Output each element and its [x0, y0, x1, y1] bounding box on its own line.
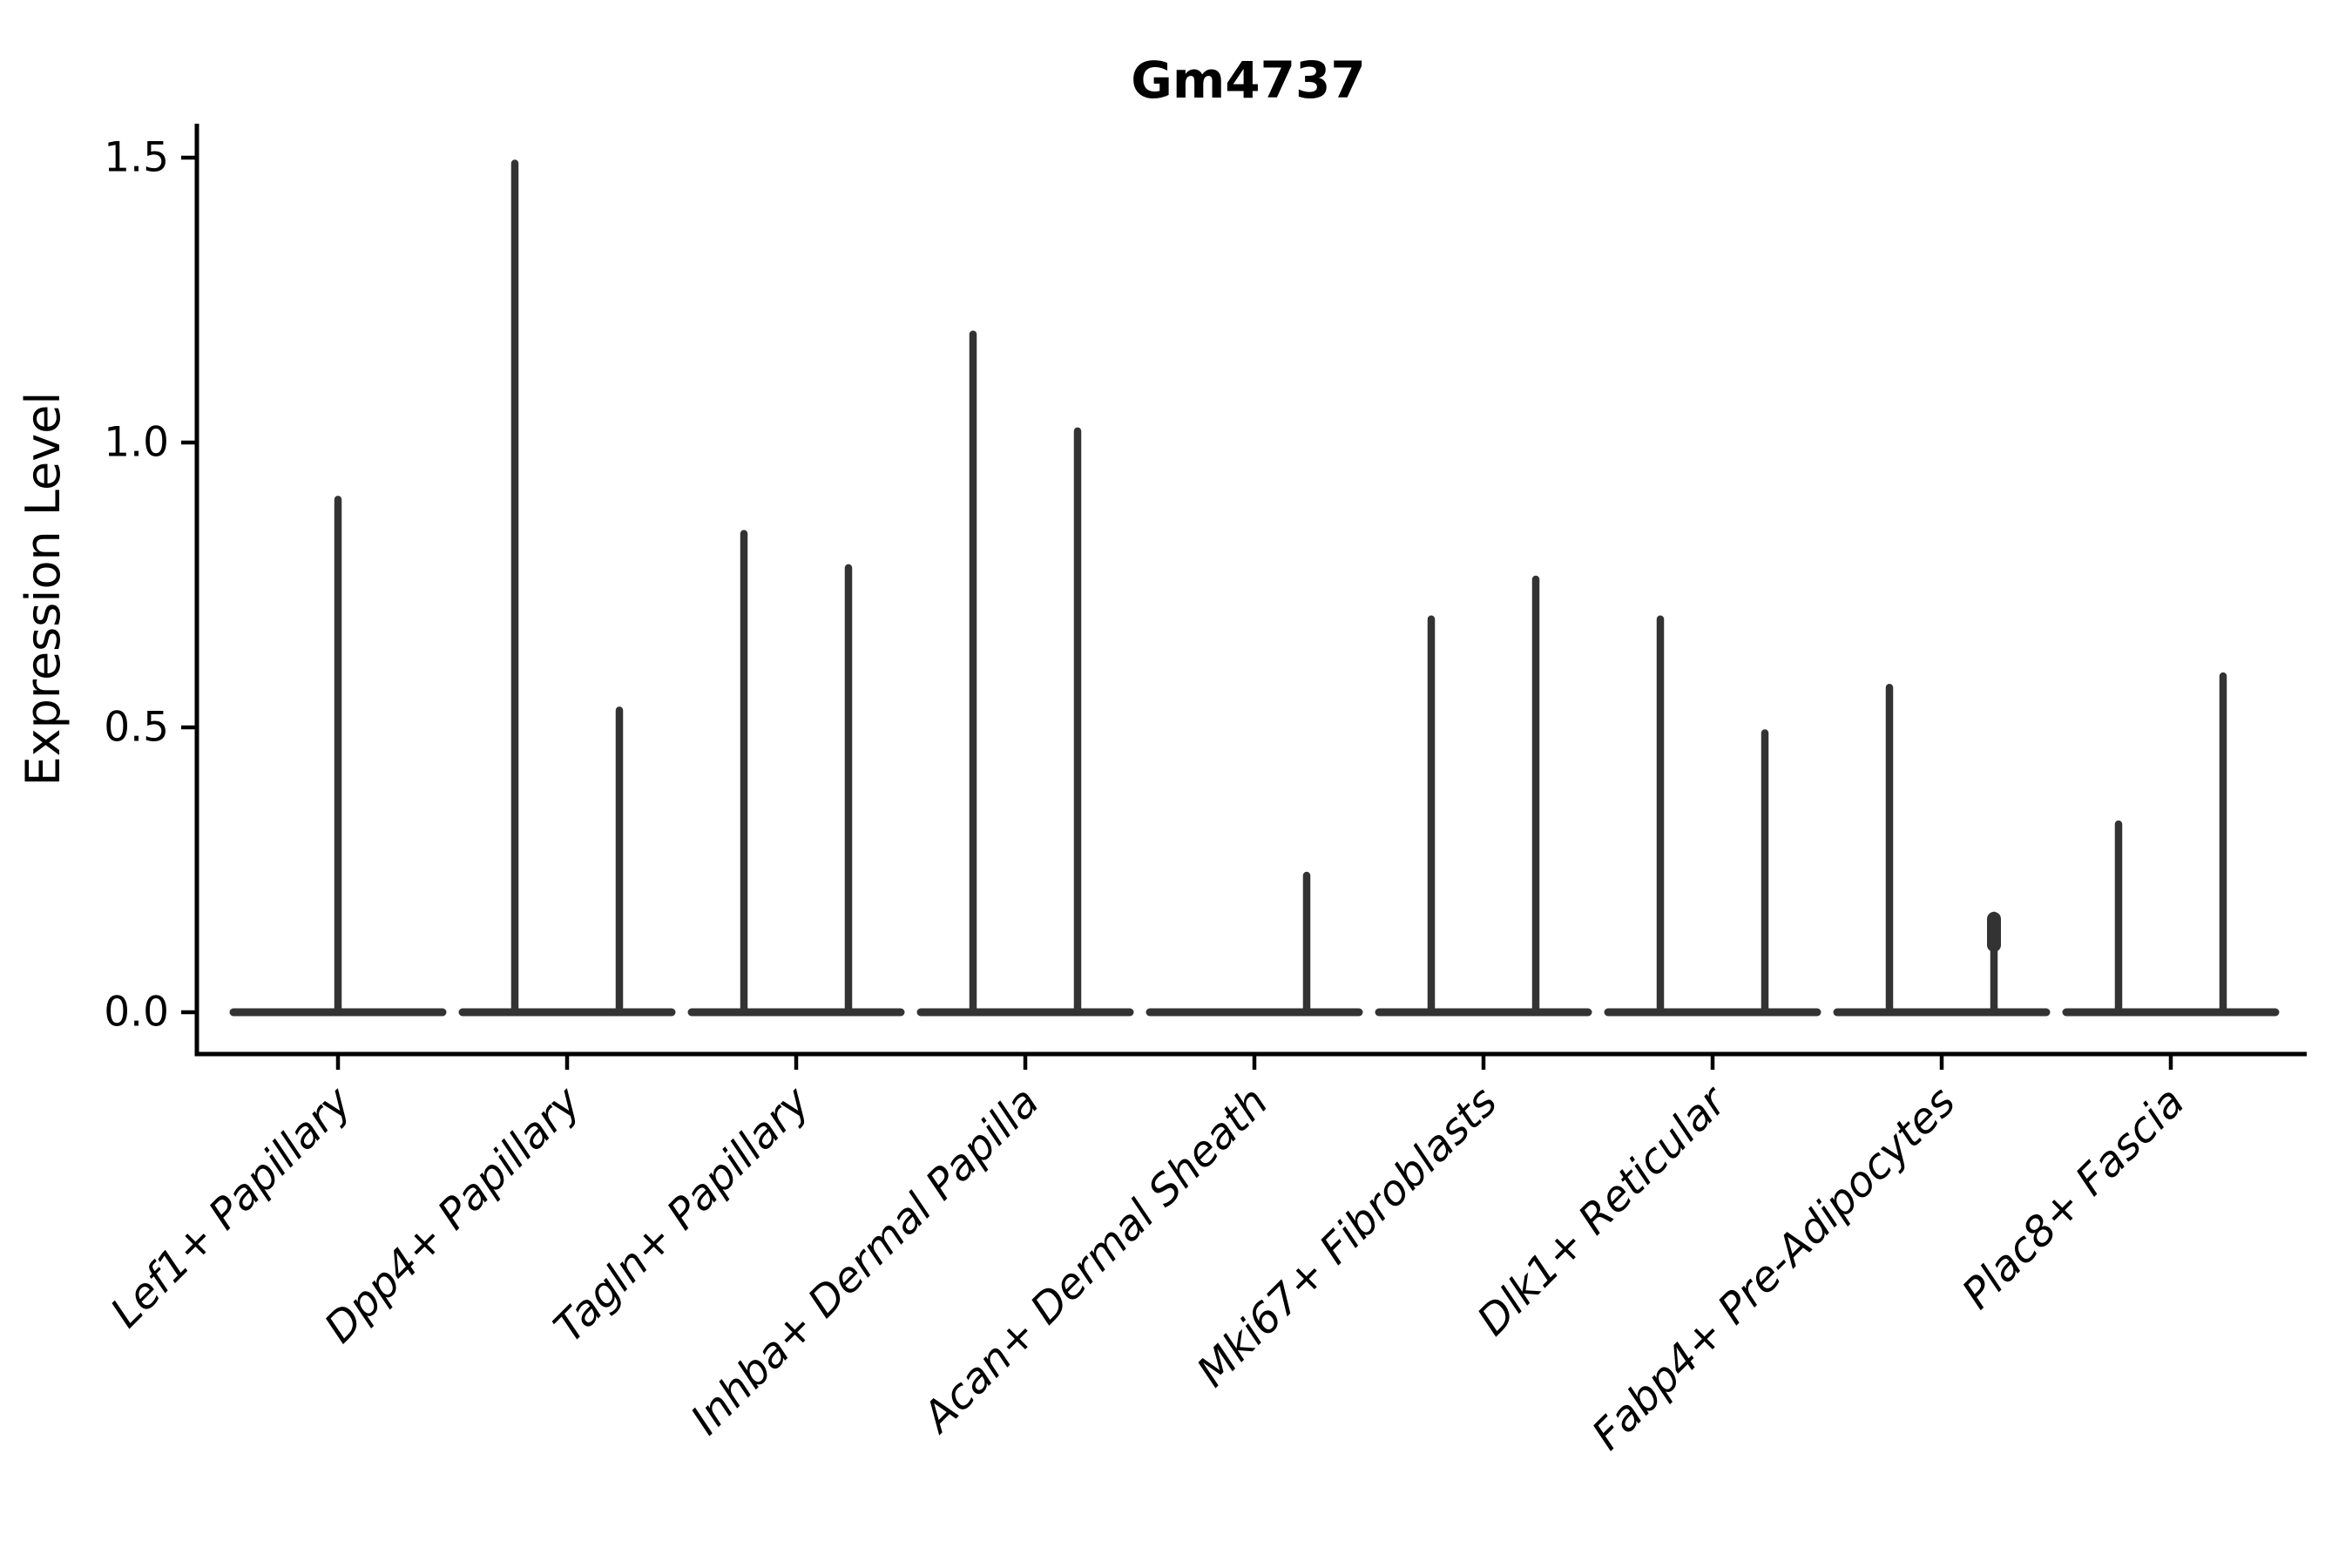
x-tick-label: Fabp4+ Pre-Adipocytes	[1583, 1078, 1965, 1460]
x-tick-label: Plac8+ Fascia	[1953, 1078, 2194, 1319]
x-tick-label: Dpp4+ Papillary	[315, 1077, 591, 1352]
chart-title: Gm4737	[1131, 51, 1365, 110]
x-tick-label: Lef1+ Papillary	[101, 1077, 362, 1337]
y-tick-label: 0.5	[104, 704, 169, 752]
y-tick-label: 0.0	[104, 989, 169, 1037]
y-axis-label: Expression Level	[16, 392, 71, 787]
x-tick-label: Dlk1+ Reticular	[1468, 1076, 1738, 1346]
x-tick-label: Tagln+ Papillary	[544, 1077, 820, 1352]
y-tick-label: 1.0	[104, 419, 169, 467]
y-tick-label: 1.5	[104, 134, 169, 182]
